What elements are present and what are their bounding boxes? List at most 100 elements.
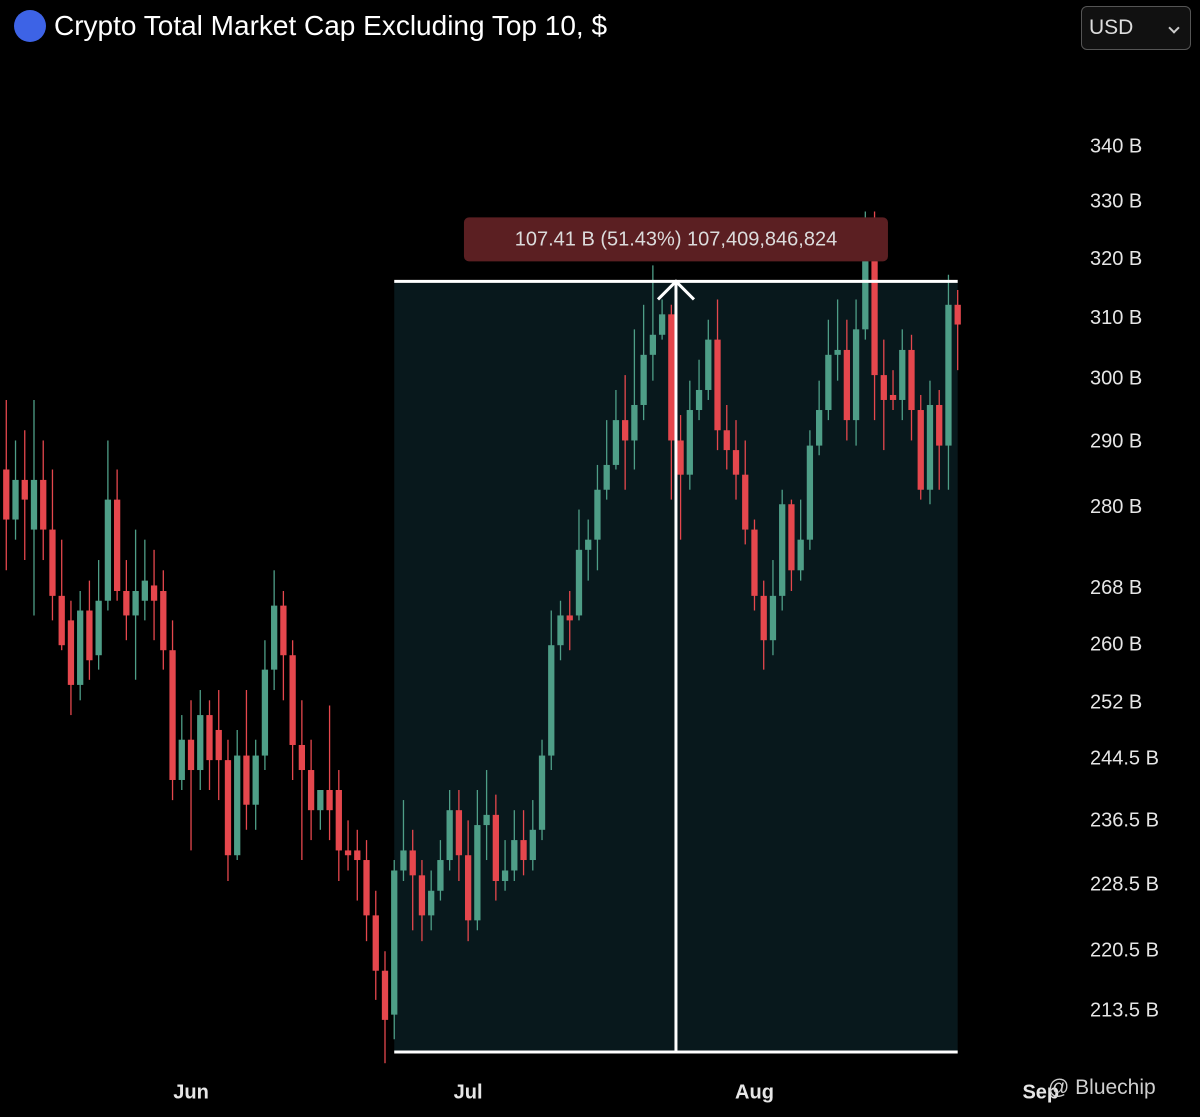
header: Crypto Total Market Cap Excluding Top 10… xyxy=(14,10,607,42)
candle-body xyxy=(428,890,435,916)
candle-body xyxy=(760,595,767,641)
candle-body xyxy=(622,420,629,441)
candle-body xyxy=(603,464,610,490)
candle-body xyxy=(871,260,878,376)
measure-label-bg xyxy=(463,217,888,262)
x-tick-label: Aug xyxy=(735,1081,774,1103)
candle-body xyxy=(372,915,379,971)
candle-body xyxy=(289,655,296,745)
candle-body xyxy=(234,755,241,856)
candle-body xyxy=(67,620,75,685)
y-tick-label: 340 B xyxy=(1090,135,1142,157)
x-tick-label: Jul xyxy=(454,1081,483,1103)
candle-body xyxy=(732,450,740,475)
candle-body xyxy=(575,549,583,616)
candle-body xyxy=(409,850,416,876)
candle-body xyxy=(899,349,906,400)
candle-body xyxy=(30,479,38,530)
candle-body xyxy=(160,590,167,651)
candle-body xyxy=(779,504,786,596)
candle-body xyxy=(12,479,19,520)
candle-body xyxy=(917,410,924,490)
candle-body xyxy=(150,585,158,601)
candle-body xyxy=(224,760,232,856)
candle-body xyxy=(21,479,28,500)
candle-body xyxy=(141,580,148,601)
y-tick-label: 228.5 B xyxy=(1090,873,1159,895)
candle-body xyxy=(400,850,407,871)
candle-body xyxy=(714,339,721,431)
y-tick-label: 220.5 B xyxy=(1090,940,1159,962)
candle-body xyxy=(271,605,278,670)
candle-body xyxy=(945,304,952,446)
candle-body xyxy=(206,715,213,761)
currency-select[interactable]: USD xyxy=(1081,6,1191,50)
candle-body xyxy=(538,755,546,830)
chart-title: Crypto Total Market Cap Excluding Top 10… xyxy=(54,10,608,41)
candle-body xyxy=(446,810,453,861)
candle-body xyxy=(95,600,102,656)
candle-body xyxy=(594,489,601,540)
candle-body xyxy=(437,860,444,891)
candle-body xyxy=(474,825,481,921)
candle-body xyxy=(86,610,93,661)
candle-body xyxy=(243,755,250,805)
candle-body xyxy=(668,314,675,441)
candle-body xyxy=(908,349,915,411)
candle-body xyxy=(631,404,638,441)
candle-body xyxy=(520,840,527,861)
candle-body xyxy=(215,729,222,761)
y-tick-label: 252 B xyxy=(1090,692,1142,714)
candle-body xyxy=(640,354,647,405)
candle-body xyxy=(464,855,472,921)
candle-body xyxy=(954,304,961,325)
candle-body xyxy=(483,814,490,826)
y-tick-label: 290 B xyxy=(1090,431,1142,453)
y-tick-label: 236.5 B xyxy=(1090,809,1159,831)
candle-body xyxy=(418,875,426,916)
candle-body xyxy=(843,349,850,421)
y-tick-label: 260 B xyxy=(1090,633,1142,655)
candle-body xyxy=(280,605,287,656)
candle-body xyxy=(806,445,814,540)
candle-body xyxy=(77,610,84,685)
candle-body xyxy=(455,810,463,856)
candle-body xyxy=(926,404,934,490)
y-tick-label: 213.5 B xyxy=(1090,999,1159,1021)
candle-body xyxy=(612,420,620,465)
candle-body xyxy=(178,739,185,780)
candle-body xyxy=(252,755,259,805)
candle-body xyxy=(889,394,897,400)
candle-body xyxy=(58,595,65,646)
candle-body xyxy=(529,829,536,861)
candle-body xyxy=(298,744,306,771)
candle-body xyxy=(677,440,684,475)
candle-body xyxy=(769,595,777,641)
candle-body xyxy=(723,430,730,451)
candle-body xyxy=(936,404,943,446)
candle-body xyxy=(566,615,573,621)
candle-body xyxy=(363,860,370,916)
y-tick-label: 300 B xyxy=(1090,368,1142,390)
y-tick-label: 280 B xyxy=(1090,496,1142,518)
candle-body xyxy=(104,499,112,601)
candle-body xyxy=(307,770,315,811)
watermark: @ Bluechip xyxy=(1048,1076,1156,1099)
candle-body xyxy=(501,870,509,881)
candle-body xyxy=(751,529,758,596)
measure-label: 107.41 B (51.43%) 107,409,846,824 xyxy=(515,229,837,251)
candle-body xyxy=(381,970,389,1020)
candle-body xyxy=(862,260,869,330)
candle-body xyxy=(261,669,269,756)
candle-body xyxy=(557,615,564,646)
candle-body xyxy=(326,789,333,811)
candle-body xyxy=(113,499,121,591)
logo-icon xyxy=(14,10,46,42)
candle-body xyxy=(492,814,499,881)
candle-body xyxy=(187,739,195,771)
candle-body xyxy=(197,715,204,771)
candle-body xyxy=(132,590,139,616)
candle-body xyxy=(815,410,823,446)
candle-body xyxy=(686,410,693,475)
